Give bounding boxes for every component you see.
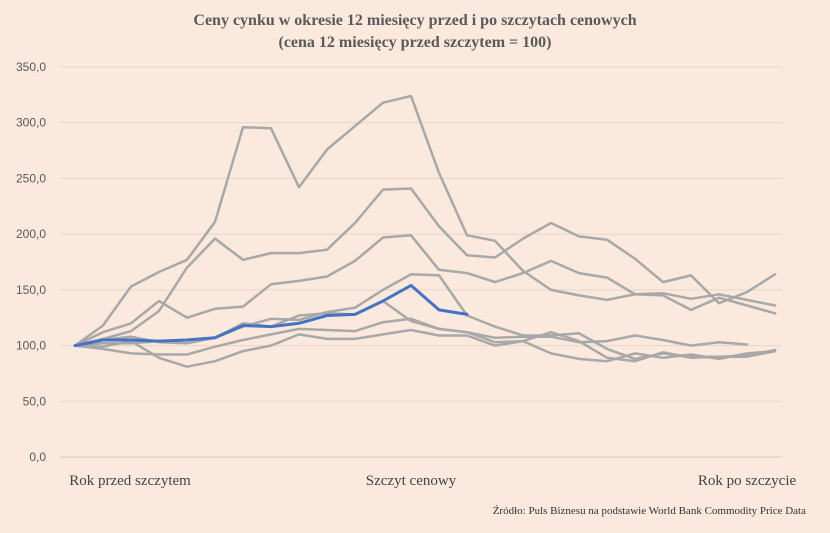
x-axis-ticks: Rok przed szczytem Szczyt cenowy Rok po sz… — [69, 473, 796, 489]
y-tick-label: 150,0 — [16, 283, 46, 297]
chart-title: Ceny cynku w okresie 12 miesięcy przed i… — [193, 12, 637, 29]
chart-title-block: Ceny cynku w okresie 12 miesięcy przed i… — [0, 10, 830, 54]
series-line-8 — [73, 283, 469, 348]
y-tick-label: 250,0 — [16, 171, 46, 185]
x-tick-label: Rok po szczycie — [698, 473, 797, 489]
y-tick-label: 100,0 — [16, 339, 46, 353]
y-tick-label: 350,0 — [16, 60, 46, 74]
y-tick-label: 50,0 — [23, 394, 47, 408]
y-tick-label: 0,0 — [29, 450, 46, 464]
series-line-5 — [73, 299, 749, 347]
y-axis-ticks: 0,0 50,0 100,0 150,0 200,0 250,0 300,0 350,0 — [16, 60, 46, 464]
series-line-7 — [73, 328, 777, 368]
series-lines — [73, 94, 777, 368]
series-line-6 — [73, 317, 777, 363]
y-tick-label: 300,0 — [16, 116, 46, 130]
series-line-4 — [73, 273, 777, 361]
series-line-3 — [73, 187, 777, 347]
x-tick-label: Szczyt cenowy — [366, 473, 457, 489]
series-line-1 — [73, 94, 777, 347]
y-tick-label: 200,0 — [16, 227, 46, 241]
source-note: Źródło: Puls Biznesu na podstawie World … — [492, 505, 806, 517]
chart-subtitle: (cena 12 miesięcy przed szczytem = 100) — [278, 34, 552, 51]
x-tick-label: Rok przed szczytem — [69, 473, 191, 489]
series-line-2 — [73, 234, 777, 347]
